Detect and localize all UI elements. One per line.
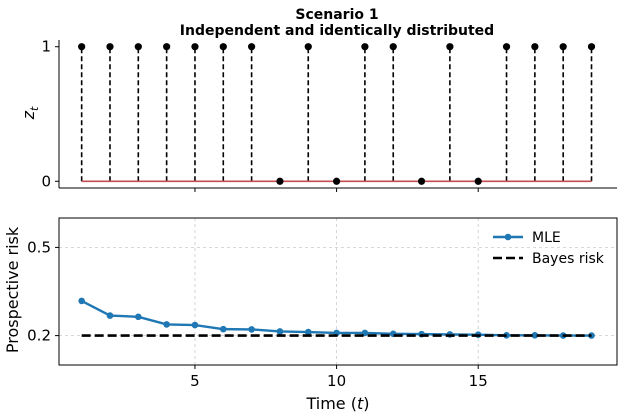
stem-marker — [134, 43, 142, 51]
stem-marker — [559, 43, 567, 51]
chart-title: Scenario 1 — [295, 7, 378, 23]
stem-marker — [78, 43, 86, 51]
risk-y-axis-label: Prospective risk — [3, 226, 22, 353]
stem-marker — [248, 43, 256, 51]
stem-marker — [163, 43, 171, 51]
risk-y-tick-label: 0.5 — [27, 238, 51, 256]
mle-marker — [135, 313, 142, 321]
mle-marker — [304, 328, 312, 336]
mle-marker — [191, 321, 199, 329]
mle-marker — [248, 326, 255, 333]
risk-chart: 0.2 0.5 5 10 15 Time (t) Prospective risk ML… — [3, 217, 618, 413]
stem-marker — [502, 43, 511, 51]
legend-label: MLE — [532, 230, 561, 246]
stem-marker — [531, 43, 539, 51]
stem-marker — [106, 43, 114, 51]
mle-marker — [163, 321, 170, 328]
legend-label: Bayes risk — [532, 251, 605, 267]
risk-x-tick-label: 15 — [469, 372, 488, 390]
mle-marker — [219, 325, 227, 333]
stem-marker — [474, 177, 482, 185]
stem-marker — [276, 177, 284, 185]
risk-axes-frame — [58, 217, 618, 366]
stem-marker — [219, 43, 227, 51]
stem-marker — [361, 43, 369, 51]
mle-marker — [106, 312, 114, 319]
stem-y-tick-label: 1 — [41, 38, 51, 56]
stem-marker — [304, 43, 312, 51]
risk-y-tick-label: 0.2 — [27, 327, 51, 345]
stem-marker — [587, 43, 596, 51]
stem-plot-area — [78, 43, 596, 185]
stem-marker — [191, 43, 199, 51]
stem-y-tick-label: 0 — [41, 172, 51, 190]
chart-subtitle: Independent and identically distributed — [180, 23, 494, 39]
mle-marker — [531, 332, 539, 339]
stem-marker — [332, 177, 341, 185]
risk-x-tick-label: 5 — [190, 372, 200, 390]
legend: MLE Bayes risk — [493, 230, 605, 267]
stem-marker — [446, 43, 454, 51]
stem-chart: Scenario 1 Independent and identically d… — [19, 7, 617, 192]
legend-marker — [504, 233, 512, 241]
risk-x-tick-label: 10 — [327, 372, 346, 390]
mle-marker — [78, 297, 85, 305]
stem-y-axis-label: zt — [19, 106, 41, 120]
stem-marker — [417, 177, 426, 185]
stem-marker — [389, 43, 397, 51]
risk-plot-area — [78, 297, 595, 339]
risk-x-axis-label: Time (t) — [305, 394, 369, 413]
mle-marker — [276, 328, 284, 335]
